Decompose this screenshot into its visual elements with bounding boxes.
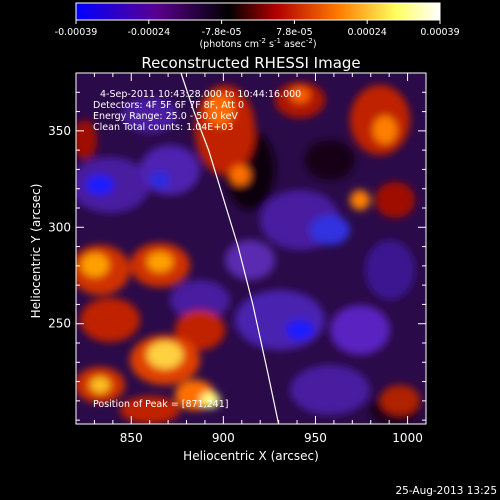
colorbar-tick-label: 7.8e-05 (276, 27, 312, 38)
colorbar-units: (photons cm-2 s-1 asec-2) (199, 37, 316, 50)
annotation-detectors: Detectors: 4F 5F 6F 7F 8F, Att 0 (93, 100, 244, 111)
colorbar-tick-labels: -0.00039 -0.00024 -7.8e-05 7.8e-05 0.00024 0.… (55, 27, 460, 38)
colorbar-tick-label: -0.00039 (55, 27, 98, 38)
y-tick-label: 300 (48, 220, 71, 234)
x-axis-label: Heliocentric X (arcsec) (183, 449, 319, 463)
annotations: 4-Sep-2011 10:43:28.000 to 10:44:16.000 … (93, 89, 301, 410)
axis-ticks (76, 72, 427, 424)
x-tick-label: 950 (304, 431, 327, 445)
annotation-clean: Clean Total counts: 1.04E+03 (93, 122, 233, 133)
heatmap-blobs (76, 82, 420, 424)
colorbar: -0.00039 -0.00024 -7.8e-05 7.8e-05 0.00024 0.… (55, 2, 460, 50)
colorbar-tick-label: -7.8e-05 (202, 27, 242, 38)
colorbar-tick-label: 0.00024 (348, 27, 387, 38)
colorbar-ticks (75, 20, 441, 24)
plot-frame (75, 72, 427, 425)
y-axis-label: Heliocentric Y (arcsec) (29, 184, 43, 319)
x-tick-label: 850 (120, 431, 143, 445)
colorbar-tick-label: -0.00024 (127, 27, 170, 38)
y-tick-label: 350 (48, 124, 71, 138)
y-tick-label: 250 (48, 317, 71, 331)
annotation-time: 4-Sep-2011 10:43:28.000 to 10:44:16.000 (100, 89, 301, 100)
footer-timestamp: 25-Aug-2013 13:25 (395, 485, 497, 497)
annotation-energy: Energy Range: 25.0 - 50.0 keV (93, 111, 238, 122)
chart-title: Reconstructed RHESSI Image (141, 54, 360, 72)
peak-position-label: Position of Peak = [871,241] (93, 399, 228, 410)
x-tick-label: 900 (212, 431, 235, 445)
heatmap-area (76, 73, 426, 424)
x-tick-label: 1000 (392, 431, 423, 445)
colorbar-gradient (75, 2, 441, 21)
colorbar-tick-label: 0.00039 (420, 27, 459, 38)
axis-tick-labels: 850 900 950 1000 250 300 350 (48, 124, 423, 445)
solar-limb-curve (180, 73, 280, 424)
